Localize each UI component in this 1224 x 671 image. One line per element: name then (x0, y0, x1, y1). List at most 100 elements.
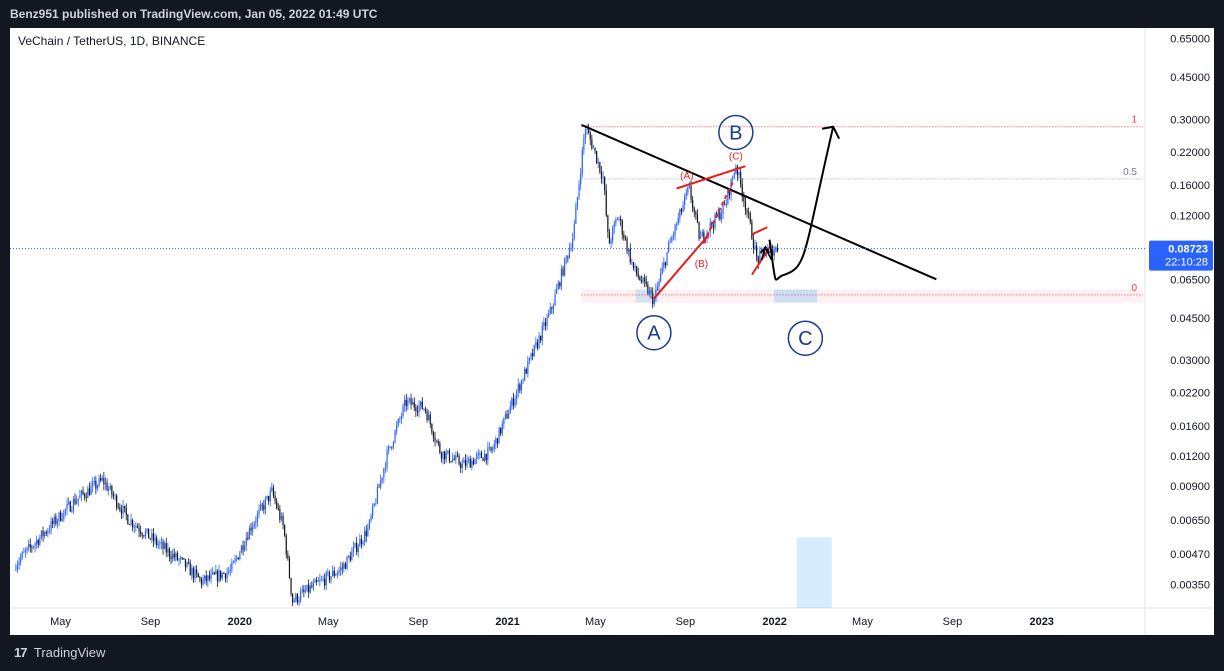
candle-243 (404, 395, 406, 412)
candle-125 (215, 564, 217, 575)
candle-417 (682, 200, 684, 213)
price-tick-label: 0.12000 (1170, 210, 1210, 222)
candle-145 (247, 531, 249, 541)
time-tick-label: Sep (943, 616, 963, 628)
candle-461 (752, 233, 755, 254)
candle-1 (16, 560, 19, 573)
candle-112 (194, 566, 196, 583)
candle-20 (47, 527, 49, 538)
candle-152 (258, 504, 260, 519)
wave-label-text: B (729, 122, 742, 144)
candle-154 (261, 502, 263, 511)
candle-435 (711, 221, 713, 228)
candle-268 (444, 450, 446, 464)
candle-187 (314, 578, 316, 584)
candle-453 (740, 168, 742, 188)
chart-area[interactable]: 1 0.5 0 A B C (A) (B) (C) 0.65000 0.45000 0.30000 0… (10, 28, 1214, 635)
tradingview-footer: 17 TradingView (0, 635, 1224, 671)
candle-213 (356, 536, 358, 556)
candle-96 (168, 547, 171, 562)
chart-title: VeChain / TetherUS, 1D, BINANCE (18, 34, 205, 48)
candle-403 (660, 268, 662, 283)
candle-205 (343, 561, 345, 573)
candle-324 (533, 344, 535, 357)
candle-109 (189, 559, 191, 576)
candle-418 (684, 193, 686, 211)
candle-155 (263, 500, 265, 514)
candle-415 (679, 208, 681, 223)
candle-84 (149, 537, 151, 541)
candle-224 (373, 503, 375, 508)
candle-302 (498, 426, 500, 444)
candle-133 (228, 567, 230, 576)
candle-13 (36, 535, 38, 550)
candle-66 (120, 504, 123, 520)
candle-291 (480, 450, 483, 459)
candle-142 (242, 540, 244, 556)
flag-arrow-icon (759, 245, 773, 261)
candle-360 (591, 134, 593, 151)
candle-402 (658, 278, 660, 293)
candle-102 (178, 557, 180, 566)
candle-240 (399, 416, 401, 424)
candle-288 (476, 451, 478, 465)
candle-385 (631, 258, 633, 266)
candle-420 (687, 186, 689, 196)
candle-254 (421, 397, 423, 410)
candle-272 (450, 461, 452, 463)
candle-279 (461, 458, 463, 474)
candle-425 (695, 210, 697, 220)
candle-97 (170, 550, 172, 565)
candle-400 (655, 283, 657, 302)
candle-226 (376, 483, 379, 505)
candle-354 (581, 146, 583, 178)
candle-339 (557, 280, 559, 290)
candle-246 (408, 397, 411, 404)
candle-357 (586, 124, 588, 135)
candle-388 (636, 265, 638, 277)
candle-34 (69, 500, 71, 512)
candle-397 (650, 287, 652, 299)
candle-24 (53, 514, 55, 529)
candle-81 (144, 528, 147, 540)
candle-294 (485, 453, 487, 465)
candle-218 (364, 526, 366, 546)
candle-37 (74, 493, 76, 506)
candle-473 (772, 244, 774, 258)
candle-282 (466, 454, 468, 469)
candle-369 (605, 184, 607, 218)
price-tick-label: 0.00900 (1170, 481, 1210, 493)
price-axis[interactable]: 0.65000 0.45000 0.30000 0.22000 0.16000 0.120… (1149, 34, 1213, 592)
candle-217 (362, 539, 364, 547)
candle-28 (60, 509, 62, 522)
candle-169 (285, 533, 287, 559)
candle-135 (231, 558, 233, 574)
candle-251 (416, 405, 419, 417)
candle-372 (610, 237, 612, 249)
candle-100 (175, 551, 177, 562)
candle-108 (188, 558, 190, 565)
candle-7 (26, 546, 28, 554)
candle-216 (360, 534, 363, 549)
candle-18 (44, 531, 46, 539)
candle-143 (244, 541, 246, 553)
candle-258 (428, 409, 430, 421)
time-axis[interactable]: May Sep 2020 May Sep 2021 May Sep 2022 May Sep 2023 (50, 616, 1054, 628)
candle-15 (39, 534, 41, 546)
candle-181 (304, 585, 307, 594)
candle-119 (205, 570, 207, 586)
candle-328 (540, 335, 542, 344)
candle-253 (420, 401, 422, 411)
candle-316 (520, 379, 523, 394)
candle-26 (56, 518, 59, 529)
candle-151 (256, 510, 259, 528)
candle-378 (620, 215, 622, 227)
candle-174 (293, 597, 295, 603)
candle-313 (516, 389, 518, 406)
candle-157 (266, 495, 268, 501)
drawing-tools: 1 0.5 0 A B C (A) (B) (C) (10, 115, 1145, 608)
candle-58 (108, 485, 110, 496)
candle-368 (604, 176, 606, 196)
candle-278 (460, 461, 462, 474)
